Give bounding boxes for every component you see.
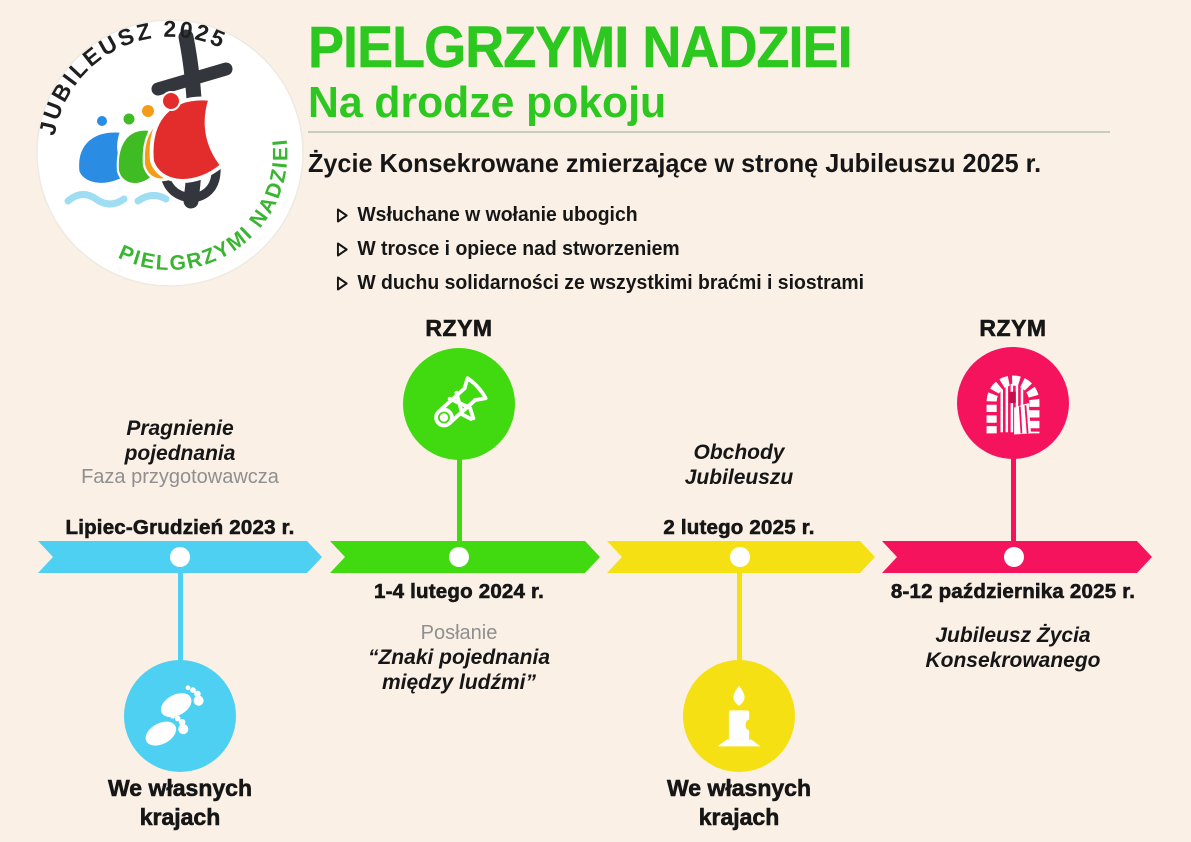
- stage1-phase-subtitle: Faza przygotowawcza: [81, 466, 279, 488]
- bullet-item: Wsłuchane w wołanie ubogich: [336, 198, 864, 232]
- wave-icon: [64, 191, 170, 208]
- bullet-text: W trosce i opiece nad stworzeniem: [357, 237, 680, 260]
- timeline-node-yellow: [730, 547, 750, 567]
- triangle-bullet-icon: [336, 242, 348, 256]
- stage1-date: Lipiec-Grudzień 2023 r.: [65, 516, 295, 540]
- stage1-below-label: We własnych krajach: [107, 775, 253, 830]
- stage2-quote: “Znaki pojednania między ludźmi”: [367, 646, 551, 694]
- bullet-item: W duchu solidarności ze wszystkimi braćm…: [336, 266, 864, 300]
- stage4-phase-title: Jubileusz Życia Konsekrowanego: [925, 624, 1101, 672]
- stage3-phase-title: Obchody Jubileuszu: [684, 441, 794, 489]
- bullet-text: W duchu solidarności ze wszystkimi braćm…: [357, 271, 865, 294]
- location-label-rome-pink: RZYM: [979, 315, 1047, 342]
- pilgrims-icon: [76, 91, 225, 186]
- stage1-circle: [124, 660, 236, 772]
- triangle-bullet-icon: [336, 208, 348, 222]
- stage4-date: 8-12 października 2025 r.: [890, 580, 1136, 604]
- timeline-node-blue: [170, 547, 190, 567]
- location-label-rome-green: RZYM: [425, 315, 493, 342]
- jubilee-2025-logo: JUBILEUSZ 2025 PIELGRZYMI NADZIEI: [34, 17, 304, 287]
- stem-blue: [178, 557, 183, 663]
- scroll-icon: [434, 376, 488, 428]
- stage3-below-label: We własnych krajach: [666, 775, 812, 830]
- stage4-circle: [957, 347, 1069, 459]
- candle-icon: [717, 685, 761, 747]
- timeline-node-green: [449, 547, 469, 567]
- stage1-phase-title: Pragnienie pojednania: [124, 417, 236, 465]
- bullet-text: Wsłuchane w wołanie ubogich: [357, 203, 638, 226]
- page-subtitle: Na drodze pokoju: [308, 78, 667, 127]
- footprints-icon: [145, 685, 204, 746]
- stage2-quote-intro: Posłanie: [420, 622, 498, 644]
- section-heading: Życie Konsekrowane zmierzające w stronę …: [308, 148, 1042, 178]
- stage3-circle: [683, 660, 795, 772]
- stem-green: [457, 455, 462, 557]
- stem-yellow: [737, 557, 742, 663]
- timeline-node-pink: [1004, 547, 1024, 567]
- bullet-item: W trosce i opiece nad stworzeniem: [336, 232, 864, 266]
- stage2-date: 1-4 lutego 2024 r.: [374, 580, 544, 604]
- triangle-bullet-icon: [336, 276, 348, 290]
- header-divider: [308, 131, 1110, 133]
- holy-door-icon: [986, 375, 1040, 435]
- page-title: PIELGRZYMI NADZIEI: [308, 15, 853, 81]
- stem-pink: [1011, 454, 1016, 557]
- bullet-list: Wsłuchane w wołanie ubogich W trosce i o…: [336, 198, 880, 300]
- stage2-circle: [403, 348, 515, 460]
- stage3-date: 2 lutego 2025 r.: [663, 516, 815, 540]
